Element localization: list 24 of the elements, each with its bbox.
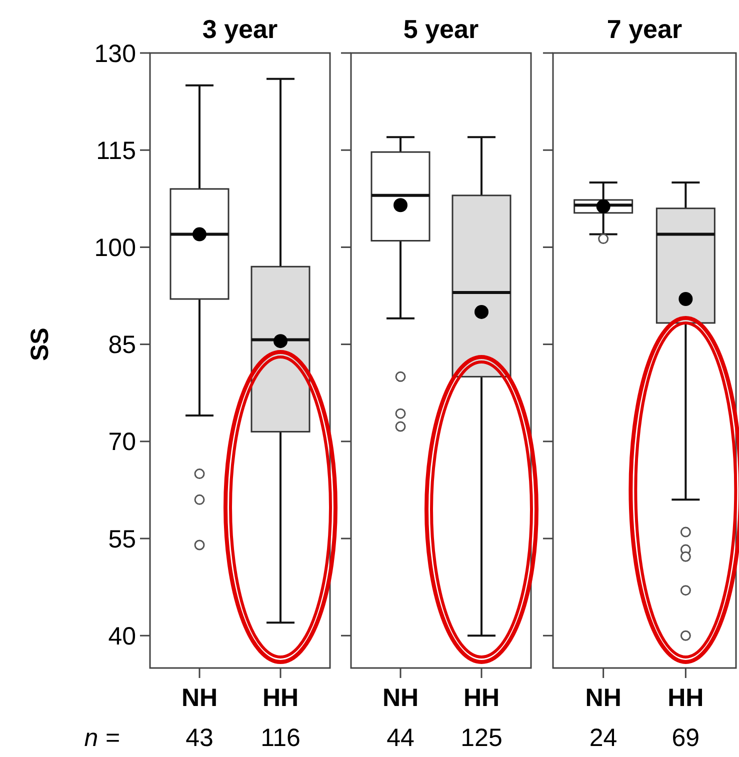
x-tick-label: HH <box>668 684 704 712</box>
x-tick-label: NH <box>181 684 218 712</box>
text: 24 <box>589 724 618 752</box>
text: 116 <box>260 724 300 752</box>
y-tick-label: 85 <box>108 331 136 360</box>
y-tick-label: 115 <box>96 136 136 165</box>
chart-title: 5 year <box>403 14 479 44</box>
chart-title: 3 year <box>202 14 278 44</box>
text: 125 <box>460 724 502 752</box>
x-tick-label: HH <box>463 684 500 712</box>
text: 69 <box>672 724 700 752</box>
x-tick-label: HH <box>262 684 299 712</box>
y-tick-label: 55 <box>108 525 136 554</box>
x-tick-label: NH <box>585 684 622 712</box>
chart-title: 7 year <box>606 14 682 44</box>
y-tick-label: 40 <box>108 622 136 650</box>
text: 44 <box>386 724 414 752</box>
text: 43 <box>186 724 214 752</box>
y-tick-label: 100 <box>94 234 136 262</box>
y-tick-label: 130 <box>94 40 136 68</box>
x-tick-label: NH <box>382 684 419 712</box>
y-axis-title: SS <box>26 328 54 361</box>
text: n = <box>84 724 120 752</box>
y-tick-label: 70 <box>108 428 136 456</box>
